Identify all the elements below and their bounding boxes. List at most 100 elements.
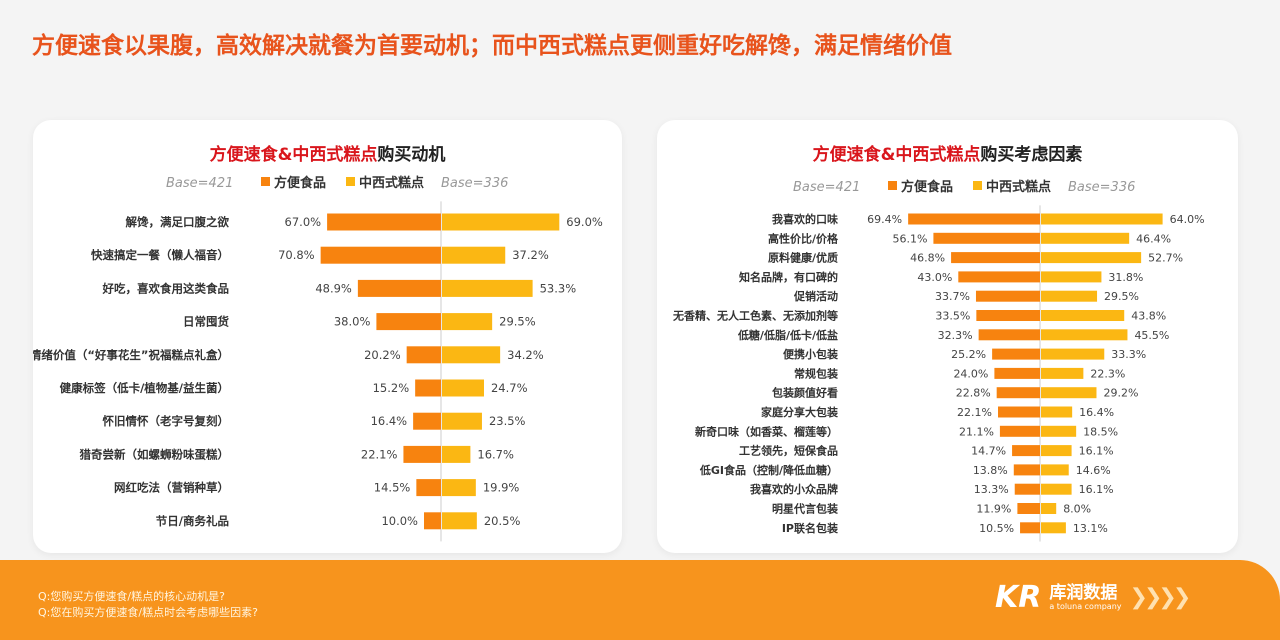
value-label-convenience: 67.0% (285, 215, 322, 229)
category-label: 工艺领先，短保食品 (739, 444, 838, 458)
bar-convenience (413, 412, 441, 430)
bar-pastry (1041, 232, 1130, 244)
value-label-convenience: 20.2% (364, 348, 401, 362)
value-label-pastry: 24.7% (491, 381, 528, 395)
value-label-convenience: 22.1% (957, 406, 992, 419)
bar-pastry (1041, 367, 1084, 379)
value-label-convenience: 13.8% (973, 464, 1008, 477)
category-label: 低GI食品（控制/降低血糖） (699, 463, 838, 477)
bar-pastry (1041, 348, 1105, 360)
value-label-pastry: 52.7% (1148, 252, 1183, 265)
bar-pastry (1041, 387, 1097, 399)
bar-pastry (1041, 445, 1072, 457)
question-1: Q:您购买方便速食/糕点的核心动机是? (38, 590, 225, 603)
bar-convenience (424, 512, 441, 530)
bar-pastry (442, 246, 506, 264)
value-label-convenience: 24.0% (953, 367, 988, 380)
category-label: 高性价比/价格 (768, 231, 839, 245)
value-label-convenience: 43.0% (917, 271, 952, 284)
bar-convenience (992, 348, 1040, 360)
value-label-convenience: 10.5% (979, 522, 1014, 535)
value-label-pastry: 16.1% (1079, 483, 1114, 496)
chevrons-icon: ❯❯❯❯ (1129, 585, 1192, 610)
bar-pastry (1041, 522, 1066, 534)
value-label-convenience: 33.5% (935, 310, 970, 323)
bar-pastry (1041, 290, 1098, 302)
category-label: 猎奇尝新（如螺蛳粉味蛋糕） (80, 447, 230, 461)
category-label: 快速搞定一餐（懒人福音） (90, 248, 229, 262)
category-label: 网红吃法（营销种草） (114, 481, 229, 495)
category-label: 健康标签（低卡/植物基/益生菌） (60, 381, 229, 395)
value-label-convenience: 46.8% (910, 252, 945, 265)
bar-convenience (978, 329, 1040, 341)
value-label-pastry: 64.0% (1170, 213, 1205, 226)
bar-convenience (933, 232, 1040, 244)
value-label-convenience: 70.8% (278, 248, 315, 262)
bar-pastry (1041, 310, 1125, 321)
bar-pastry (442, 213, 560, 231)
category-label: 情绪价值（“好事花生”祝福糕点礼盒） (33, 348, 229, 362)
category-label: 知名品牌，有口碑的 (738, 270, 838, 284)
chart-title: 方便速食&中西式糕点购买动机 (33, 140, 622, 165)
bar-pastry (442, 379, 484, 397)
bar-convenience (996, 387, 1040, 399)
value-label-pastry: 20.5% (484, 514, 521, 528)
value-label-pastry: 19.9% (483, 481, 520, 495)
value-label-pastry: 29.5% (499, 315, 536, 329)
bar-pastry (442, 313, 493, 331)
value-label-convenience: 14.7% (971, 445, 1006, 458)
bar-pastry (1041, 252, 1142, 264)
value-label-pastry: 53.3% (540, 281, 577, 295)
bar-convenience (999, 425, 1040, 437)
bar-pastry (442, 412, 482, 430)
bar-pastry (442, 445, 471, 463)
legend-swatch (888, 181, 897, 190)
chart-title-rest: 购买考虑因素 (980, 145, 1083, 165)
value-label-convenience: 13.3% (974, 483, 1009, 496)
bar-pastry (442, 346, 501, 364)
value-label-pastry: 46.4% (1136, 232, 1171, 245)
legend-base-left: Base=421 (793, 180, 860, 195)
category-label: 日常囤货 (183, 315, 229, 329)
chart-title-rest: 购买动机 (377, 145, 446, 165)
value-label-convenience: 33.7% (935, 290, 970, 303)
bar-pastry (1041, 406, 1073, 418)
value-label-convenience: 21.1% (959, 425, 994, 438)
motivation-chart: Base=421 方便食品 中西式糕点 Base=336 解馋，满足口腹之欲 67.0% 6… (33, 175, 603, 542)
value-label-pastry: 69.0% (566, 215, 603, 229)
value-label-pastry: 23.5% (489, 414, 526, 428)
bar-pastry (1041, 329, 1128, 341)
category-label: 我喜欢的小众品牌 (750, 482, 838, 496)
value-label-convenience: 56.1% (892, 232, 927, 245)
factors-chart: Base=421 方便食品 中西式糕点 Base=336 我喜欢的口味 69.4% 64.0… (672, 179, 1205, 542)
category-label: 解馋，满足口腹之欲 (126, 215, 230, 229)
bar-convenience (976, 310, 1040, 321)
category-label: 好吃，喜欢食用这类食品 (102, 281, 230, 295)
bar-convenience (320, 246, 441, 264)
brand-sub: a toluna company (1049, 602, 1122, 611)
chart-title-highlight: 方便速食&中西式糕点 (812, 145, 981, 165)
value-label-convenience: 25.2% (951, 348, 986, 361)
value-label-convenience: 10.0% (381, 514, 418, 528)
bar-convenience (975, 290, 1040, 302)
chart-title: 方便速食&中西式糕点购买考虑因素 (657, 140, 1238, 165)
bar-pastry (1041, 503, 1057, 514)
bar-convenience (994, 367, 1040, 379)
legend-base-right: Base=336 (441, 176, 508, 191)
factors-chart-card: 方便速食&中西式糕点购买考虑因素 Base=421 方便食品 中西式糕点 Base=3… (657, 120, 1238, 553)
value-label-pastry: 16.7% (477, 447, 514, 461)
bar-pastry (1041, 464, 1069, 476)
legend-swatch (346, 177, 355, 186)
category-label: 新奇口味（如香菜、榴莲等） (695, 424, 838, 438)
legend-label: 中西式糕点 (986, 179, 1051, 195)
bar-convenience (1017, 503, 1040, 514)
value-label-convenience: 11.9% (976, 503, 1011, 516)
value-label-pastry: 34.2% (507, 348, 544, 362)
bar-convenience (958, 271, 1040, 283)
value-label-pastry: 43.8% (1131, 310, 1166, 323)
category-label: 便携小包装 (783, 347, 838, 361)
motivation-chart-card: 方便速食&中西式糕点购买动机 Base=421 方便食品 中西式糕点 Base=336… (33, 120, 622, 553)
category-label: 无香精、无人工色素、无添加剂等 (672, 309, 838, 323)
bar-convenience (403, 445, 441, 463)
bar-pastry (1041, 483, 1072, 495)
